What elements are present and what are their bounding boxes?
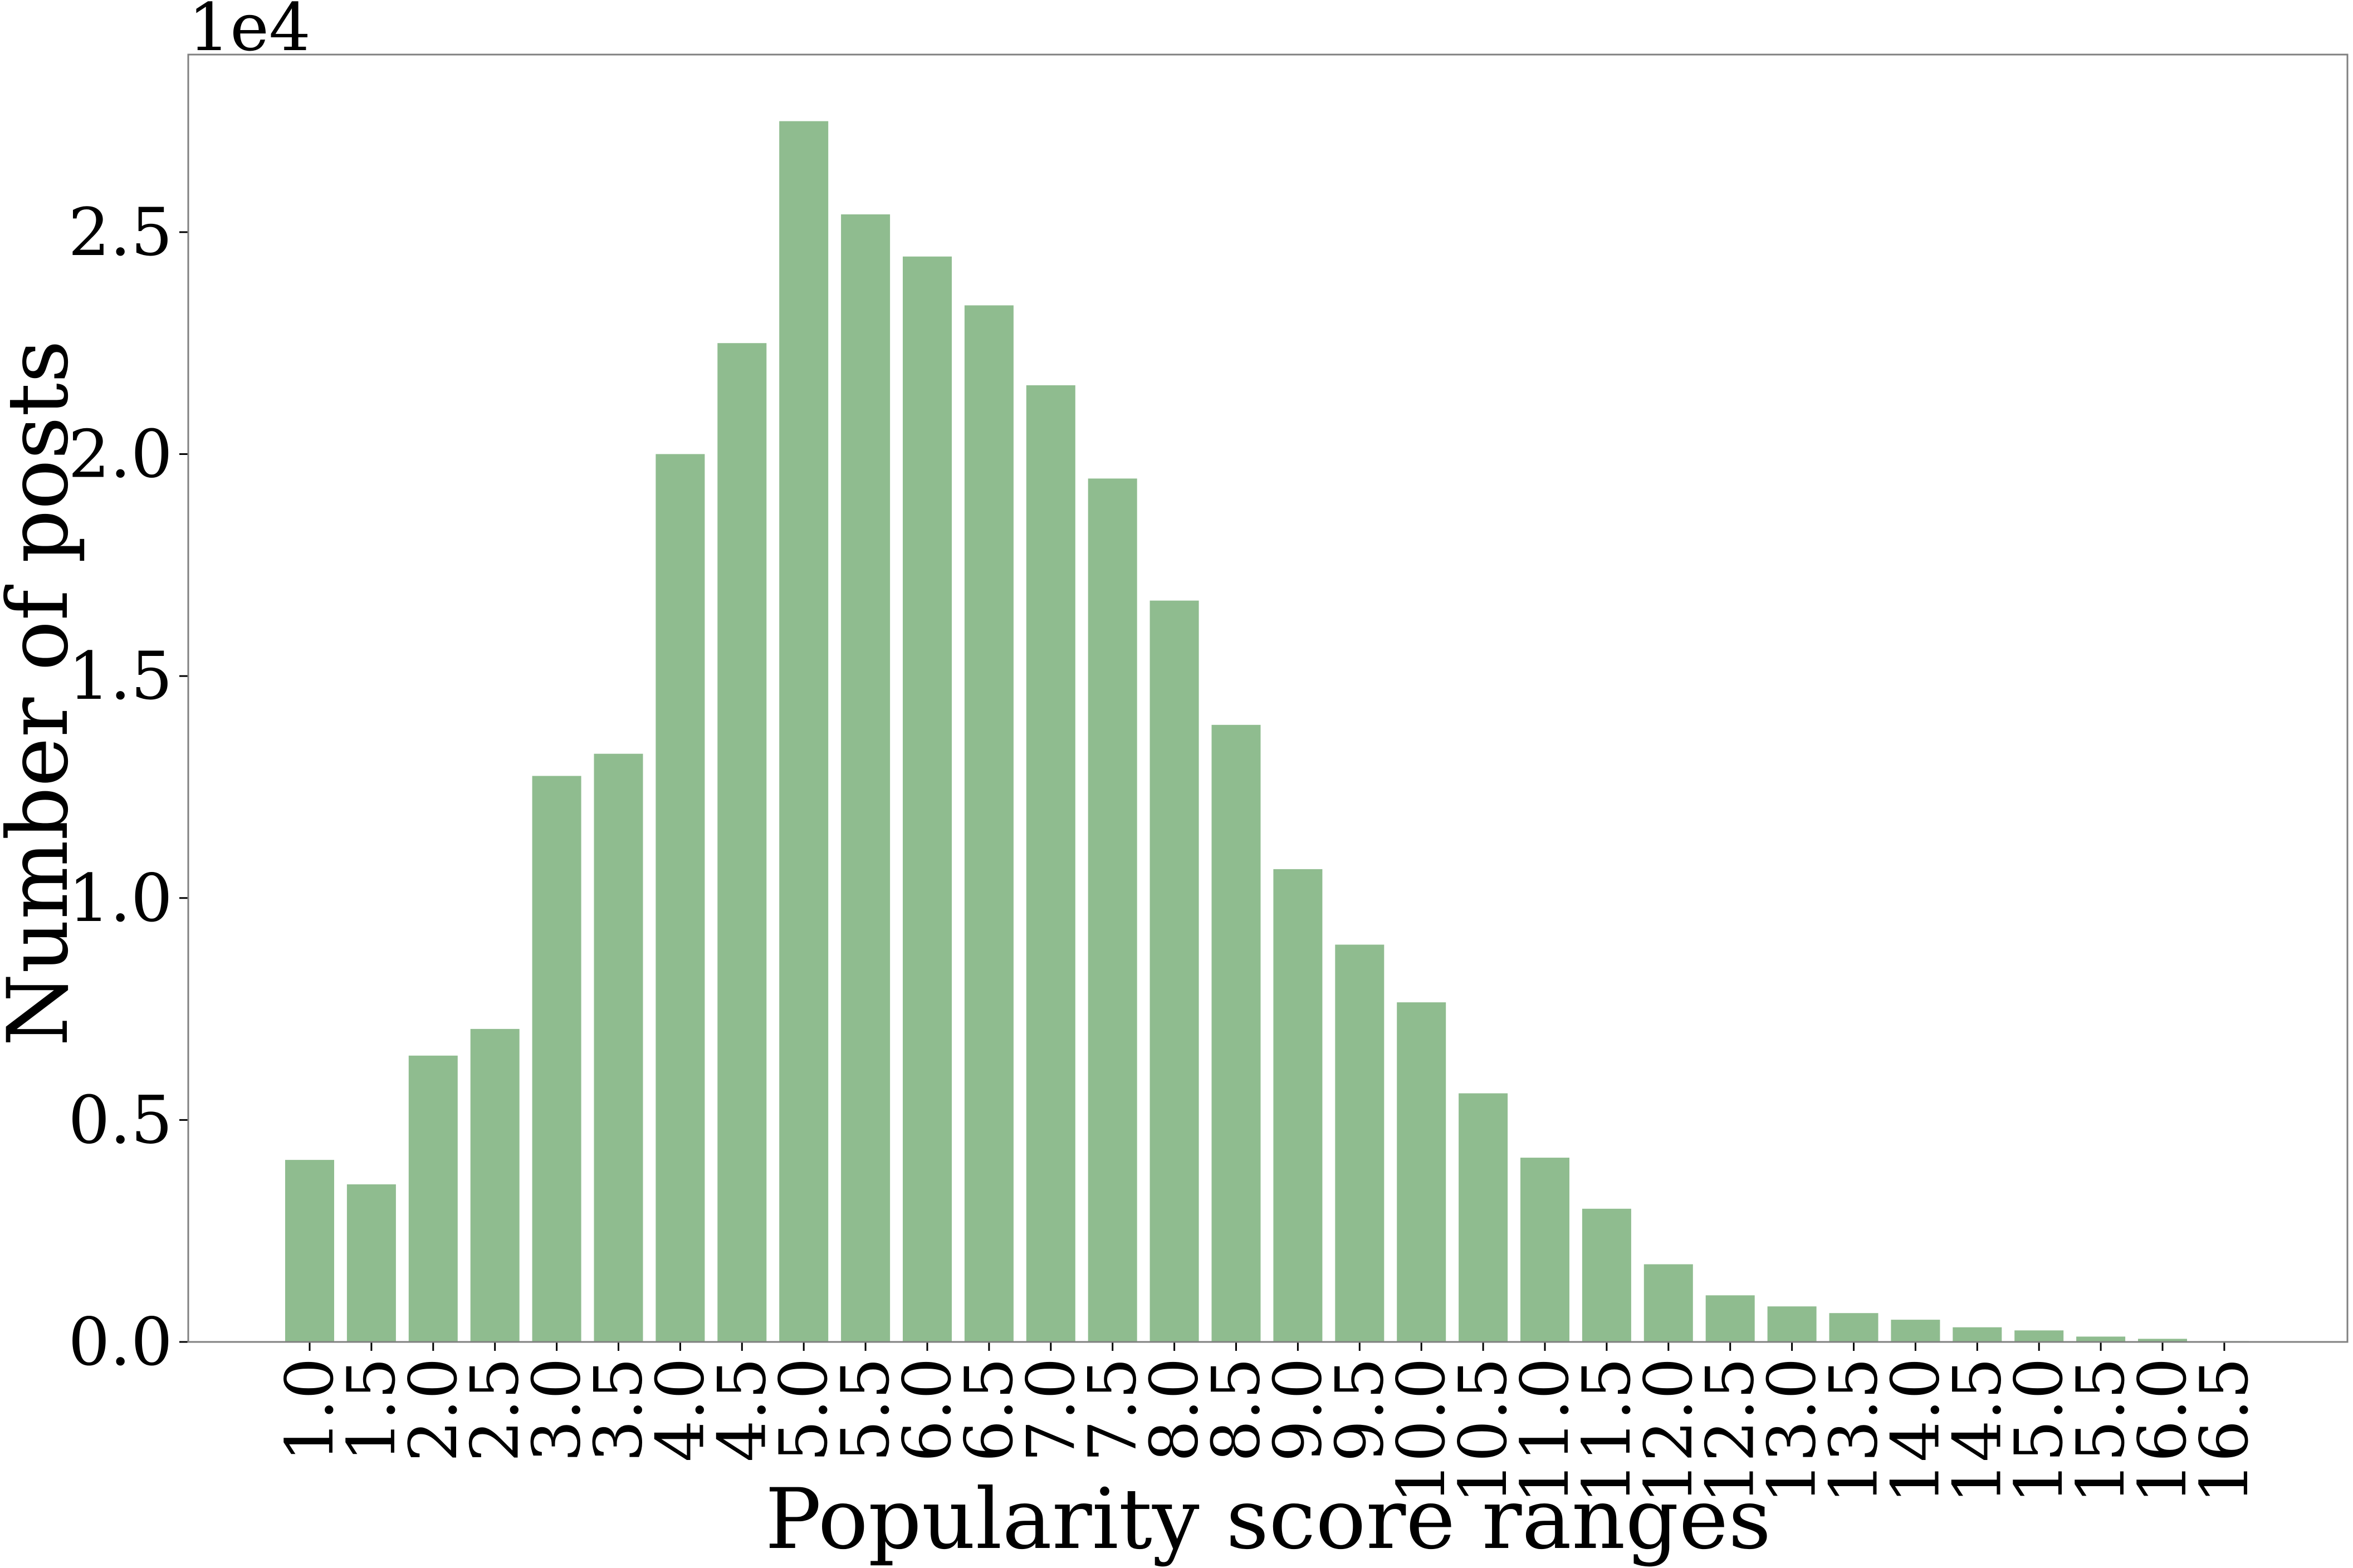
bars-group [285, 121, 2249, 1342]
bar-2.5 [470, 1028, 520, 1342]
bar-3.5 [594, 753, 643, 1342]
x-tick-label: 2.0 [395, 1358, 472, 1462]
bar-10.0 [1397, 1002, 1446, 1342]
bar-12.0 [1643, 1264, 1693, 1342]
x-tick-label: 3.5 [580, 1358, 657, 1462]
bar-4.5 [717, 343, 767, 1342]
x-tick-label: 11.0 [1506, 1358, 1583, 1504]
bar-15.5 [2076, 1336, 2126, 1342]
bar-14.0 [1891, 1320, 1940, 1342]
x-tick-label: 16.0 [2124, 1358, 2201, 1504]
bar-15.0 [2014, 1330, 2064, 1342]
x-tick-label: 1.0 [271, 1358, 348, 1462]
y-axis-title: Number of posts [0, 340, 87, 1046]
x-tick-label: 10.5 [1445, 1358, 1522, 1504]
x-tick-label: 10.0 [1383, 1358, 1460, 1504]
bar-16.0 [2138, 1339, 2187, 1342]
bar-13.5 [1829, 1313, 1879, 1342]
x-tick-label: 16.5 [2186, 1358, 2263, 1504]
bar-6.0 [903, 256, 952, 1342]
bar-3.0 [532, 776, 581, 1342]
bar-8.0 [1149, 600, 1199, 1342]
bar-1.0 [285, 1160, 334, 1342]
x-tick-label: 7.0 [1012, 1358, 1089, 1462]
x-tick-label: 4.0 [642, 1358, 718, 1462]
x-tick-label: 7.5 [1074, 1358, 1151, 1462]
x-tick-label: 6.0 [889, 1358, 966, 1462]
x-tick-label: 12.5 [1692, 1358, 1769, 1504]
x-tick-label: 3.0 [518, 1358, 595, 1462]
bar-6.5 [964, 305, 1014, 1342]
y-offset-label: 1e4 [188, 0, 311, 66]
bar-1.5 [346, 1184, 396, 1342]
x-tick-label: 6.5 [951, 1358, 1028, 1462]
x-tick-label: 8.5 [1198, 1358, 1275, 1462]
y-tick-label: 0.0 [68, 1304, 173, 1380]
y-tick-label: 0.5 [68, 1081, 173, 1158]
bar-2.0 [408, 1055, 458, 1342]
y-tick-label: 1.5 [68, 638, 173, 714]
x-tick-label: 9.0 [1259, 1358, 1336, 1462]
y-tick-label: 2.5 [68, 194, 173, 271]
x-tick-label: 1.5 [333, 1358, 410, 1462]
bar-10.5 [1459, 1093, 1508, 1342]
x-axis: 1.01.52.02.53.03.54.04.55.05.56.06.57.07… [271, 1342, 2263, 1504]
bar-7.0 [1026, 385, 1075, 1342]
plot-frame [187, 53, 2349, 1343]
bar-13.0 [1767, 1306, 1817, 1342]
x-tick-label: 15.5 [2062, 1358, 2139, 1504]
x-axis-title: Popularity score ranges [765, 1471, 1772, 1568]
x-tick-label: 13.5 [1816, 1358, 1892, 1504]
x-tick-label: 5.5 [827, 1358, 904, 1462]
bar-12.5 [1705, 1295, 1755, 1342]
bar-5.0 [779, 121, 829, 1342]
x-tick-label: 15.0 [2000, 1358, 2077, 1504]
y-tick-label: 1.0 [68, 860, 173, 937]
x-tick-label: 5.0 [765, 1358, 842, 1462]
y-axis: 0.0 0.5 1.0 1.5 2.0 2.5 [68, 194, 188, 1380]
bar-14.5 [1953, 1327, 2002, 1342]
bar-5.5 [841, 214, 891, 1342]
bar-8.5 [1211, 724, 1261, 1342]
bar-11.5 [1582, 1208, 1631, 1342]
y-tick-label: 2.0 [68, 416, 173, 493]
x-tick-label: 9.5 [1321, 1358, 1398, 1462]
x-tick-label: 12.0 [1630, 1358, 1707, 1504]
x-tick-label: 13.0 [1754, 1358, 1831, 1504]
x-tick-label: 2.5 [457, 1358, 534, 1462]
x-tick-label: 14.5 [1939, 1358, 2016, 1504]
x-tick-label: 14.0 [1877, 1358, 1954, 1504]
x-tick-label: 11.5 [1568, 1358, 1645, 1504]
bar-9.0 [1273, 869, 1323, 1342]
bar-9.5 [1335, 944, 1385, 1342]
x-tick-label: 4.5 [703, 1358, 780, 1462]
bar-11.0 [1520, 1158, 1569, 1342]
bar-4.0 [655, 454, 705, 1342]
bar-7.5 [1088, 478, 1137, 1342]
x-tick-label: 8.0 [1136, 1358, 1213, 1462]
